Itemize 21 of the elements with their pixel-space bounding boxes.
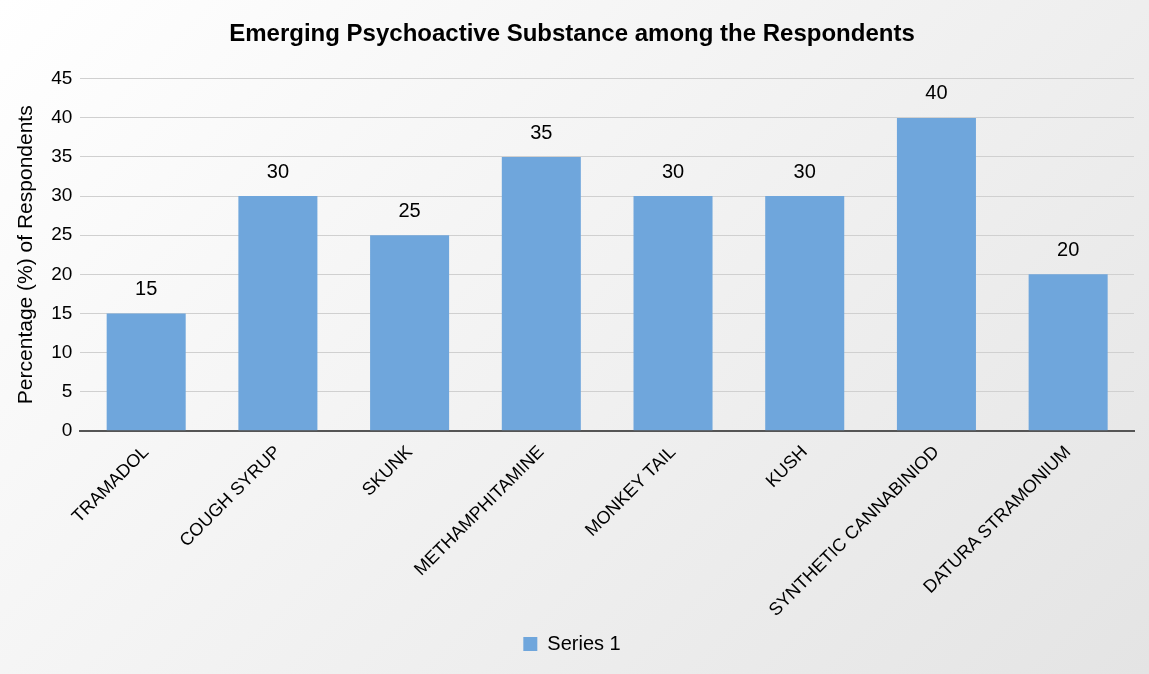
data-label: 20 — [1057, 237, 1080, 260]
y-tick-label: 10 — [51, 340, 73, 362]
y-tick-label: 0 — [61, 418, 73, 440]
y-axis-title: Percentage (%) of Respondents — [13, 105, 37, 405]
data-label: 30 — [266, 159, 290, 182]
y-tick-label: 25 — [51, 223, 73, 245]
y-tick-label: 20 — [51, 262, 73, 284]
data-label: 40 — [925, 81, 948, 104]
data-label: 30 — [793, 159, 816, 182]
legend-label: Series 1 — [547, 631, 621, 654]
y-tick-label: 35 — [51, 145, 73, 167]
data-label: 25 — [398, 198, 421, 221]
data-label: 15 — [135, 276, 158, 299]
y-tick-label: 5 — [61, 379, 73, 401]
data-label: 35 — [530, 120, 553, 143]
data-label: 30 — [661, 159, 685, 182]
y-tick-label: 45 — [51, 67, 73, 89]
chart-title: Emerging Psychoactive Substance among the Respondents — [229, 19, 915, 47]
y-tick-label: 15 — [51, 301, 73, 323]
y-tick-label: 30 — [51, 184, 73, 206]
y-tick-label: 40 — [51, 106, 73, 128]
